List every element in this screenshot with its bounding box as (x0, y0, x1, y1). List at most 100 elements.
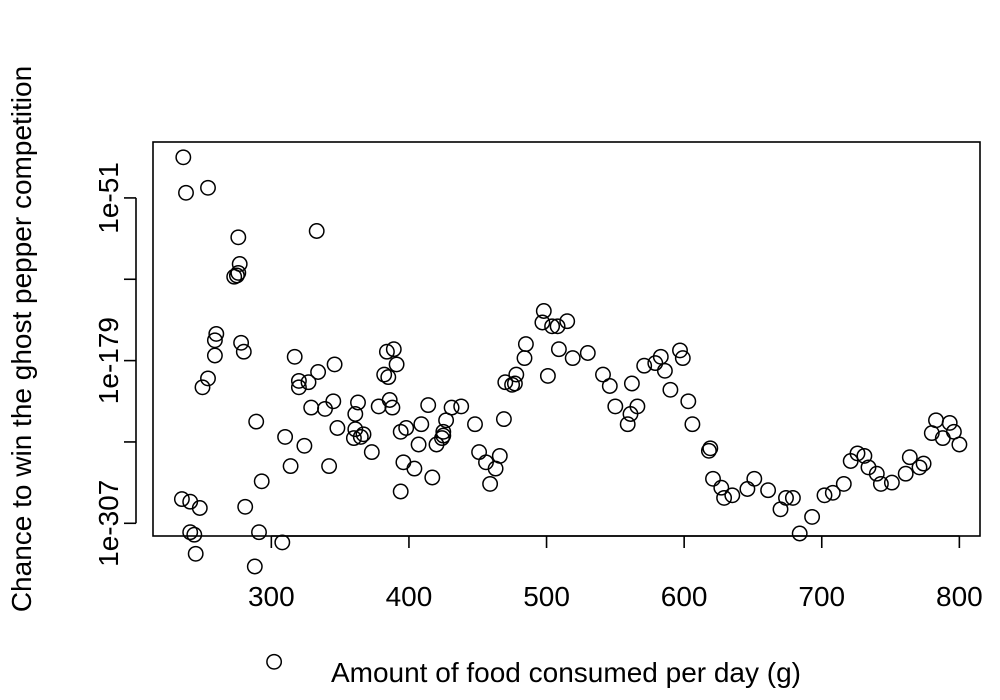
data-point (435, 423, 452, 440)
data-point (290, 379, 307, 396)
data-point (746, 470, 763, 487)
data-point (325, 393, 342, 410)
data-point (443, 399, 460, 416)
data-point (237, 498, 254, 515)
data-point (392, 483, 409, 500)
data-point (200, 179, 216, 196)
data-point (549, 318, 566, 335)
data-point (941, 414, 958, 431)
data-point (467, 416, 483, 433)
data-points (173, 149, 968, 670)
data-point (282, 458, 299, 475)
y-tick-label: 1e-51 (93, 162, 124, 234)
data-point (350, 394, 366, 411)
data-point (897, 465, 914, 482)
data-point (385, 341, 402, 358)
data-point (194, 379, 211, 396)
data-point (434, 430, 450, 447)
data-point (352, 428, 369, 445)
data-point (191, 500, 208, 516)
data-point (266, 653, 283, 670)
data-point (303, 399, 320, 416)
data-point (559, 313, 576, 330)
data-point (173, 491, 190, 508)
data-point (705, 470, 721, 487)
data-point (233, 334, 250, 351)
x-tick-label: 700 (798, 581, 845, 612)
data-point (684, 416, 701, 433)
y-axis: 1e-51 1e-179 1e-307 (93, 162, 137, 567)
data-point (883, 474, 900, 491)
data-point (228, 267, 245, 284)
data-point (290, 372, 307, 389)
data-point (856, 447, 873, 464)
data-point (206, 332, 223, 349)
data-point (235, 343, 252, 360)
x-tick-label: 800 (936, 581, 983, 612)
data-point (178, 184, 194, 201)
data-point (652, 348, 669, 365)
x-tick-label: 300 (248, 581, 295, 612)
data-point (928, 412, 944, 429)
data-point (702, 440, 719, 457)
data-point (835, 475, 852, 492)
data-point (424, 469, 441, 486)
data-point (601, 378, 618, 394)
data-point (392, 423, 409, 440)
data-point (231, 256, 248, 272)
data-point (182, 524, 199, 541)
data-point (662, 381, 679, 398)
data-point (550, 341, 567, 358)
data-point (724, 487, 741, 504)
y-tick-label: 1e-307 (93, 480, 124, 567)
data-point (516, 350, 533, 367)
data-point (791, 525, 808, 542)
data-point (274, 534, 291, 551)
data-point (370, 398, 387, 415)
data-point (175, 149, 192, 166)
data-point (321, 458, 338, 475)
data-point (308, 223, 325, 239)
data-point (317, 400, 333, 417)
data-point (901, 449, 918, 466)
data-point (482, 475, 499, 492)
data-point (384, 399, 401, 416)
data-point (656, 362, 673, 379)
data-point (544, 318, 561, 335)
data-point (413, 416, 430, 433)
data-point (579, 345, 596, 361)
data-point (535, 303, 552, 319)
data-point (680, 393, 697, 410)
data-point (378, 343, 395, 360)
data-point (623, 375, 640, 392)
data-point (672, 342, 688, 359)
data-point (380, 369, 397, 386)
data-point (700, 442, 717, 459)
data-point (534, 314, 551, 331)
data-point (388, 356, 405, 373)
data-point (420, 397, 437, 414)
data-point (595, 366, 611, 383)
data-point (868, 465, 885, 482)
data-point (824, 484, 841, 501)
y-tick-label: 1e-179 (93, 317, 124, 404)
data-point (619, 416, 636, 433)
data-point (772, 501, 789, 518)
data-point (406, 460, 423, 477)
data-point (345, 430, 362, 447)
data-point (784, 489, 801, 506)
data-point (286, 348, 303, 365)
data-point (376, 366, 393, 383)
data-point (253, 473, 270, 490)
data-point (636, 357, 653, 374)
data-point (804, 508, 821, 525)
data-point (760, 482, 777, 499)
data-point (778, 489, 794, 506)
data-point (410, 436, 427, 453)
data-point (517, 336, 534, 353)
data-point (872, 475, 889, 492)
data-point (355, 426, 372, 443)
data-point (248, 413, 265, 430)
data-point (607, 398, 624, 415)
